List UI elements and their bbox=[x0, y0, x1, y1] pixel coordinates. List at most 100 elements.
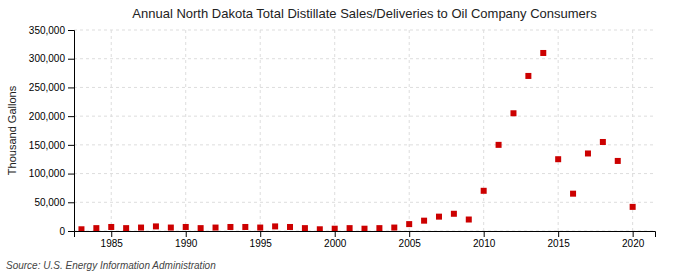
x-axis-tick-mark bbox=[484, 231, 485, 237]
point bbox=[317, 226, 323, 231]
grid-line-y bbox=[74, 30, 655, 31]
grid-line-x bbox=[111, 30, 112, 231]
y-axis-tick-label: 50,000 bbox=[34, 197, 65, 208]
x-axis-tick: 1985 bbox=[101, 231, 124, 249]
point bbox=[123, 225, 129, 231]
grid-line-x bbox=[483, 30, 484, 231]
x-axis-tick-mark bbox=[335, 231, 336, 237]
grid-line-x bbox=[558, 30, 559, 231]
y-axis-tick: 350,000 bbox=[29, 25, 74, 36]
y-axis-tick-mark bbox=[68, 87, 74, 88]
point bbox=[257, 225, 263, 231]
point bbox=[332, 226, 338, 231]
point bbox=[496, 142, 502, 148]
x-axis-tick: 1990 bbox=[175, 231, 198, 249]
title: Annual North Dakota Total Distillate Sal… bbox=[132, 6, 597, 21]
point bbox=[362, 226, 368, 231]
y-axis-tick-mark bbox=[68, 116, 74, 117]
x-axis-tick-mark bbox=[111, 231, 112, 237]
grid-line-x bbox=[334, 30, 335, 231]
grid-line-y bbox=[74, 87, 655, 88]
x-axis: 1985 1990 1995 2000 2005 2010 2015 2020 bbox=[75, 231, 656, 249]
point bbox=[555, 156, 561, 162]
points bbox=[78, 50, 635, 231]
grid-line-y bbox=[74, 173, 655, 174]
point bbox=[615, 158, 621, 164]
x-axis-tick-label: 2015 bbox=[548, 238, 571, 249]
grid-line-x bbox=[409, 30, 410, 231]
point bbox=[108, 224, 114, 230]
y-axis-title: Thousand Gallons bbox=[6, 85, 18, 175]
x-axis-tick-label: 1995 bbox=[250, 238, 273, 249]
point bbox=[481, 188, 487, 194]
grid-line-y bbox=[74, 58, 655, 59]
point bbox=[391, 225, 397, 231]
x-axis-tick-label: 1990 bbox=[175, 238, 198, 249]
grid-line-y bbox=[74, 116, 655, 117]
x-axis-tick-mark bbox=[186, 231, 187, 237]
x-axis-tick: 2015 bbox=[548, 231, 571, 249]
y-axis-tick: 250,000 bbox=[29, 82, 74, 93]
grid-line-x bbox=[632, 30, 633, 231]
y-axis-tick: 200,000 bbox=[29, 111, 74, 122]
y-axis-tick-label: 100,000 bbox=[29, 168, 66, 179]
point bbox=[510, 110, 516, 116]
grid-line-x bbox=[185, 30, 186, 231]
point bbox=[436, 214, 442, 220]
point bbox=[540, 50, 546, 56]
point bbox=[630, 204, 636, 210]
y-axis-tick-mark bbox=[68, 174, 74, 175]
y-axis-tick: 150,000 bbox=[29, 140, 74, 151]
point bbox=[242, 224, 248, 230]
point bbox=[213, 225, 219, 231]
point bbox=[570, 191, 576, 197]
point bbox=[138, 225, 144, 231]
x-axis-tick-mark bbox=[260, 231, 261, 237]
plot-area: 1985 1990 1995 2000 2005 2010 2015 2020 0 50,000 1… bbox=[29, 25, 656, 249]
annotation: Source: U.S. Energy Information Administ… bbox=[6, 260, 216, 271]
point bbox=[168, 225, 174, 231]
y-axis-tick: 300,000 bbox=[29, 53, 74, 64]
y-axis-tick: 100,000 bbox=[29, 168, 74, 179]
y-axis-tick-mark bbox=[68, 202, 74, 203]
point bbox=[227, 224, 233, 230]
grid bbox=[74, 30, 655, 231]
point bbox=[153, 223, 159, 229]
x-axis-tick: 2020 bbox=[622, 231, 645, 249]
chart: 1985 1990 1995 2000 2005 2010 2015 2020 0 50,000 1… bbox=[0, 0, 675, 275]
x-axis-tick: 1995 bbox=[250, 231, 273, 249]
point bbox=[93, 225, 99, 231]
x-axis-tick-label: 1985 bbox=[101, 238, 124, 249]
point bbox=[347, 225, 353, 231]
point bbox=[198, 225, 204, 231]
point bbox=[272, 223, 278, 229]
x-axis-tick-mark bbox=[558, 231, 559, 237]
x-axis-tick-mark bbox=[633, 231, 634, 237]
x-axis-tick-label: 2005 bbox=[399, 238, 422, 249]
point bbox=[183, 224, 189, 230]
y-axis-tick-label: 350,000 bbox=[29, 25, 66, 36]
y-axis-line bbox=[68, 31, 75, 232]
point bbox=[451, 211, 457, 217]
point bbox=[525, 73, 531, 79]
grid-line-x bbox=[260, 30, 261, 231]
x-axis-tick-label: 2010 bbox=[473, 238, 496, 249]
point bbox=[585, 150, 591, 156]
x-axis-tick-label: 2020 bbox=[622, 238, 645, 249]
point bbox=[287, 224, 293, 230]
point bbox=[78, 226, 84, 231]
y-axis-tick-mark bbox=[68, 30, 74, 31]
y-axis-tick-label: 0 bbox=[59, 226, 65, 237]
y-axis-tick-label: 150,000 bbox=[29, 140, 66, 151]
x-axis-tick: 2010 bbox=[473, 231, 496, 249]
y-axis-tick-mark bbox=[68, 145, 74, 146]
x-axis-tick: 2000 bbox=[324, 231, 347, 249]
y-axis-tick-mark bbox=[68, 59, 74, 60]
point bbox=[376, 225, 382, 231]
y-axis-tick-label: 300,000 bbox=[29, 53, 66, 64]
y-axis-tick-label: 200,000 bbox=[29, 111, 66, 122]
point bbox=[421, 218, 427, 224]
point bbox=[466, 217, 472, 223]
point bbox=[600, 139, 606, 145]
point bbox=[302, 225, 308, 231]
